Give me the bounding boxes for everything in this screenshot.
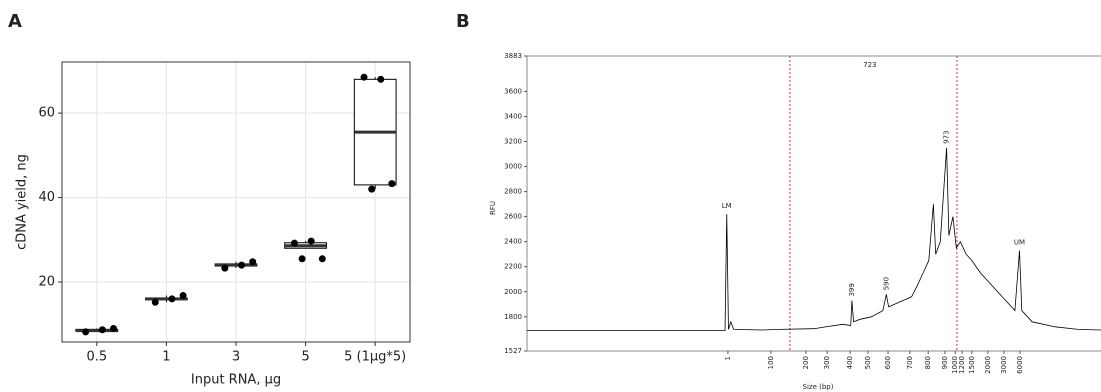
y-tick-label: 3400	[504, 112, 522, 120]
x-axis-label: Input RNA, µg	[191, 373, 281, 388]
panel-label: A	[8, 11, 22, 32]
peak-label: LM	[722, 202, 732, 210]
data-point	[221, 264, 229, 272]
y-tick-label: 2400	[504, 238, 522, 246]
x-tick-label: 500	[864, 356, 872, 369]
x-tick-label: 900	[941, 356, 949, 369]
x-tick-label: 200	[802, 356, 810, 369]
y-tick-label: 1527	[504, 347, 522, 355]
y-tick-label: 2800	[504, 188, 522, 196]
peak-label: 590	[882, 277, 890, 290]
data-point	[179, 292, 187, 300]
y-tick-label: 1800	[504, 313, 522, 321]
x-tick-label: 700	[906, 356, 914, 369]
panel-a: 20 40 60 0.5 1 3 5 5 (1μg*5) Input RNA, µg cDNA y…	[15, 61, 411, 388]
x-tick-label: 0.5	[86, 350, 107, 365]
x-tick-label: 3	[232, 350, 240, 365]
data-point	[249, 258, 257, 266]
y-tick-label: 40	[38, 190, 55, 205]
x-tick-label: 1200	[958, 356, 966, 374]
data-point	[318, 255, 326, 263]
y-axis-label: RFU	[489, 201, 497, 215]
x-tick-label: 400	[846, 356, 854, 369]
y-tick-label: 3000	[504, 163, 522, 171]
data-point	[110, 324, 118, 332]
y-axis-label: cDNA yield, ng	[15, 154, 30, 250]
x-tick-label: 2000	[984, 356, 992, 374]
y-tick-label: 2000	[504, 288, 522, 296]
data-point	[82, 328, 90, 336]
data-point	[377, 75, 385, 83]
x-tick-label: 300	[823, 356, 831, 369]
peak-label: 973	[943, 130, 951, 143]
data-point	[307, 237, 315, 245]
y-tick-label: 3600	[504, 87, 522, 95]
y-tick-label: 2200	[504, 263, 522, 271]
data-point	[290, 239, 298, 247]
marker-label: 723	[863, 61, 876, 69]
x-tick-label: 100	[767, 356, 775, 369]
data-point	[368, 185, 376, 193]
y-tick-label: 60	[38, 106, 55, 121]
data-point	[298, 255, 306, 263]
panel-label: B	[456, 11, 470, 32]
x-tick-label: 3000	[1000, 356, 1008, 374]
data-point	[238, 261, 246, 269]
x-tick-label: 5	[301, 350, 309, 365]
data-point	[388, 180, 396, 188]
panel-b: 1527180020002200240026002800300032003400…	[489, 52, 1101, 391]
y-tick-label: 3200	[504, 138, 522, 146]
peak-label: 399	[848, 283, 856, 296]
data-point	[168, 295, 176, 303]
x-tick-label: 1000	[951, 356, 959, 374]
data-point	[360, 73, 368, 81]
x-tick-label: 1	[162, 350, 170, 365]
x-tick-label: 1500	[968, 356, 976, 374]
plot-border	[61, 61, 411, 343]
x-tick-label: 6000	[1016, 356, 1024, 374]
x-axis-label: Size (bp)	[803, 383, 834, 391]
x-tick-label: 1	[724, 356, 732, 360]
x-tick-label: 5 (1μg*5)	[344, 350, 406, 365]
y-tick-label: 2600	[504, 213, 522, 221]
trace	[527, 147, 1101, 331]
x-tick-label: 800	[924, 356, 932, 369]
x-tick-label: 600	[884, 356, 892, 369]
y-tick-label: 20	[38, 275, 55, 290]
peak-label: UM	[1014, 238, 1025, 246]
data-point	[98, 326, 106, 334]
y-tick-label: 3883	[504, 52, 522, 60]
data-point	[151, 298, 159, 306]
